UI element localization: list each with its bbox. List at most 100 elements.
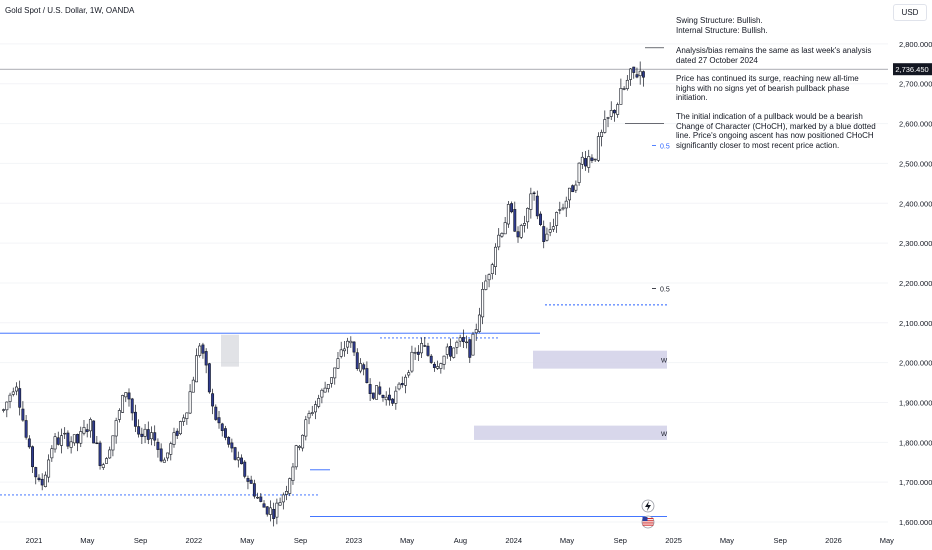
candle-body (50, 448, 54, 459)
flag-canton (642, 517, 648, 521)
candle-body (522, 223, 526, 226)
candle-body (69, 441, 73, 448)
candle-body (346, 340, 350, 348)
candle-body (15, 386, 18, 392)
candle-body (609, 110, 613, 117)
candle-body (413, 352, 417, 354)
high-marker-box (221, 334, 239, 367)
candle-body (310, 412, 314, 414)
structure-lines (0, 47, 888, 517)
x-tick-label: Sep (134, 536, 147, 545)
candle-body (204, 351, 208, 366)
x-tick-label: May (720, 536, 734, 545)
candle-body (368, 384, 372, 394)
candle-body (259, 496, 263, 502)
candle-body (252, 483, 256, 497)
candle-body (333, 367, 337, 379)
candle-body (474, 329, 478, 334)
candle-body (88, 419, 92, 432)
candle-body (600, 131, 604, 137)
y-axis: 1,600.000 1,700.000 1,800.000 1,900.000 2,00… (893, 40, 932, 527)
candle-body (613, 109, 616, 114)
candle-body (265, 506, 269, 515)
candle-body (542, 226, 546, 242)
candle-body (201, 344, 205, 354)
candle-body (404, 376, 407, 386)
candle-body (159, 448, 163, 462)
candle-body (121, 395, 125, 413)
candle-body (381, 394, 385, 398)
x-tick-label: May (80, 536, 94, 545)
x-tick-label: 2022 (186, 536, 203, 545)
candle-body (236, 457, 240, 461)
candle-body (166, 452, 170, 459)
candle-body (220, 423, 224, 431)
candle-body (21, 408, 25, 421)
x-tick-label: 2024 (505, 536, 522, 545)
candle-body (105, 458, 108, 464)
x-tick-label: May (400, 536, 414, 545)
x-tick-label: May (240, 536, 254, 545)
candle-body (477, 314, 481, 332)
y-tick-label: 2,800.000 (899, 40, 932, 49)
candle-body (410, 351, 414, 372)
y-tick-label: 2,100.000 (899, 319, 932, 328)
candle-body (442, 355, 446, 365)
candle-body (526, 207, 530, 223)
candle-body (198, 345, 202, 356)
structure-note: Swing Structure: Bullish. Internal Struc… (676, 16, 876, 35)
current-price-label: 2,736.450 (895, 65, 928, 74)
candle-body (153, 432, 157, 441)
candle-body (423, 345, 427, 347)
candle-body (497, 234, 501, 248)
event-icons (641, 499, 655, 529)
currency-button[interactable]: USD (893, 4, 927, 21)
fib-label: 0.5 (660, 287, 670, 294)
candle-body (532, 192, 536, 195)
candle-body (516, 231, 520, 238)
y-tick-label: 2,200.000 (899, 279, 932, 288)
y-tick-label: 1,700.000 (899, 478, 932, 487)
candle-body (439, 363, 443, 369)
price-label-box (893, 63, 932, 76)
candle-body (307, 413, 311, 419)
candle-body (622, 88, 626, 90)
candle-body (355, 352, 359, 370)
candle-body (85, 429, 89, 432)
candle-body (278, 502, 282, 506)
x-axis: 2021 May Sep 2022 May Sep 2023 May Aug 2024 May Sep… (26, 536, 894, 545)
candle-body (227, 436, 231, 445)
candle-body (117, 410, 121, 420)
candle-body (143, 428, 147, 437)
candle-body (510, 203, 514, 213)
candle-body (436, 366, 440, 369)
candle-body (301, 434, 305, 449)
candle-body (92, 420, 96, 444)
candle-body (317, 398, 321, 407)
annotation-swing: Swing Structure: Bullish. (676, 16, 763, 25)
candle-body (18, 388, 22, 408)
candle-body (529, 193, 533, 210)
zone-label: W (661, 431, 668, 438)
candle-body (230, 442, 234, 449)
candle-body (571, 185, 575, 193)
candle-body (362, 364, 366, 370)
candle-body (285, 491, 288, 495)
candle-body (214, 406, 218, 420)
x-tick-label: Sep (774, 536, 787, 545)
candle-body (172, 432, 176, 445)
candle-body (603, 119, 607, 133)
candle-body (481, 289, 485, 318)
candle-body (111, 435, 115, 451)
candle-body (641, 71, 645, 78)
candle-body (432, 363, 436, 368)
annotation-choch: The initial indication of a pullback wou… (676, 112, 876, 150)
candle-body (262, 503, 266, 508)
candle-body (593, 158, 597, 161)
candle-body (638, 70, 642, 77)
candle-body (577, 162, 581, 183)
y-tick-label: 1,900.000 (899, 398, 932, 407)
annotation-bias: Analysis/bias remains the same as last w… (676, 46, 872, 65)
candle-body (56, 437, 60, 445)
